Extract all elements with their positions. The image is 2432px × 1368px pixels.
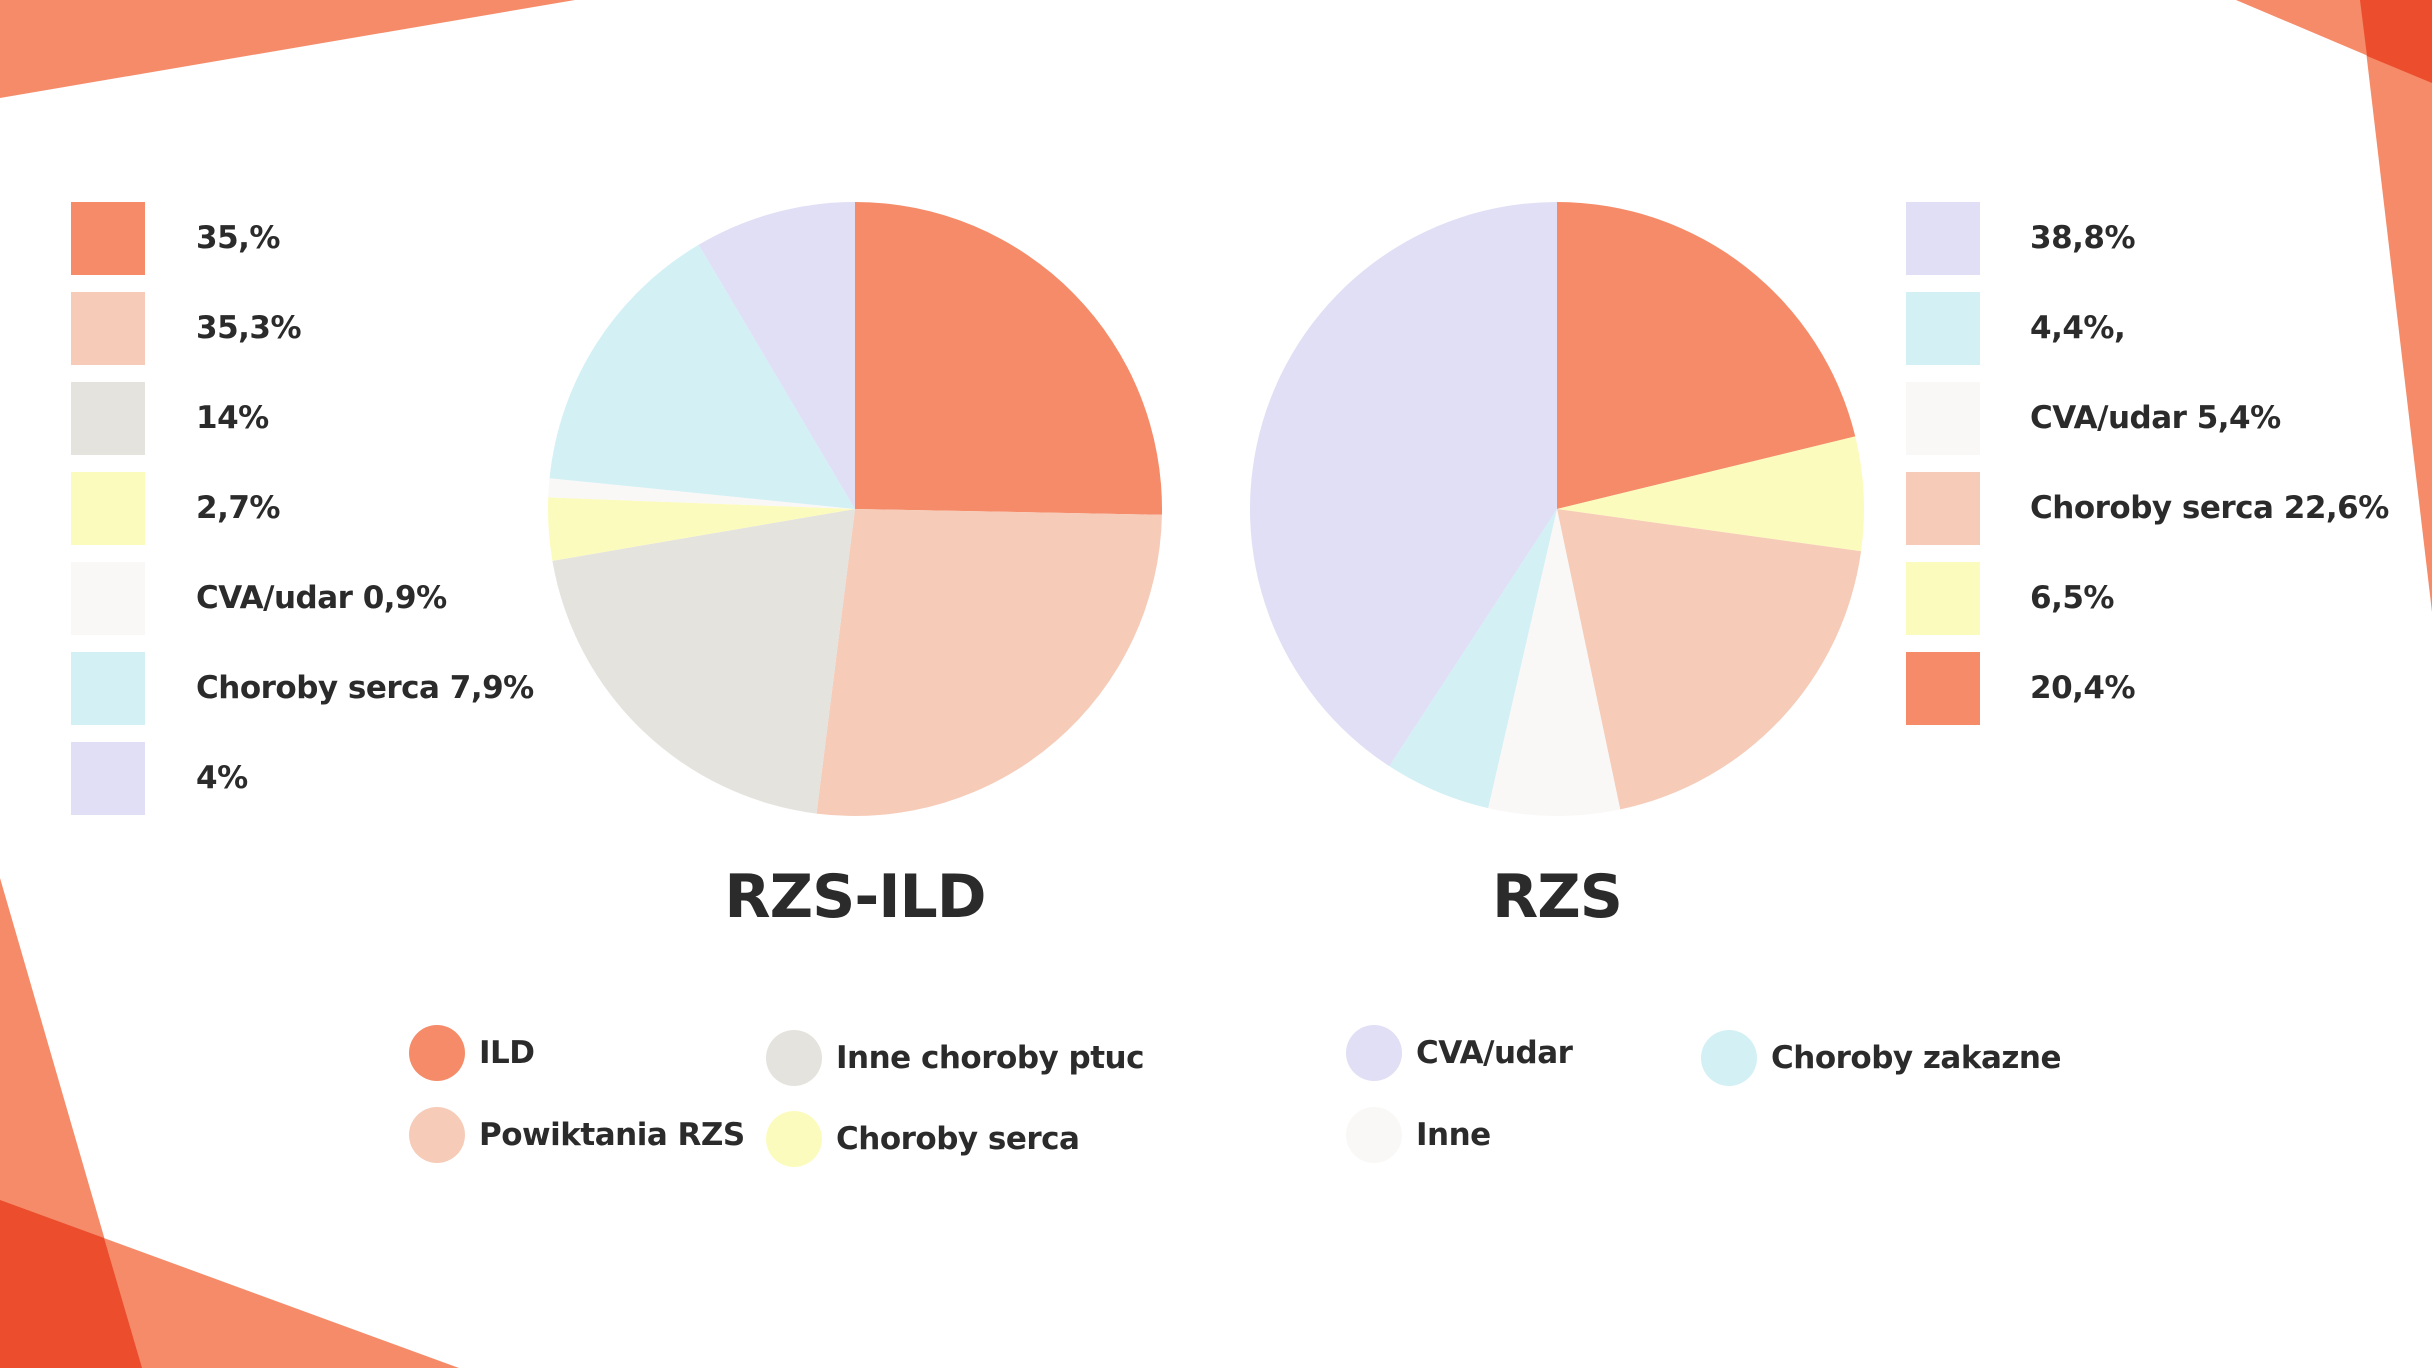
chart-title-rzs: RZS xyxy=(1492,862,1623,932)
legend-dot xyxy=(766,1030,822,1086)
legend-swatch xyxy=(71,652,145,725)
pie-slice xyxy=(548,497,855,561)
legend-label: Inne xyxy=(1416,1117,1491,1153)
pie-slice xyxy=(1557,436,1864,552)
legend-label: Choroby serca 7,9% xyxy=(196,670,534,706)
decor-top-right-overlap xyxy=(2360,0,2432,83)
decor-bottom-left-overlap xyxy=(0,1200,142,1368)
legend-swatch xyxy=(1906,652,1980,725)
legend-swatch xyxy=(71,382,145,455)
pie-slice xyxy=(1557,509,1862,810)
legend-label: 4% xyxy=(196,760,248,796)
legend-swatch xyxy=(1906,472,1980,545)
legend-label: Powiktania RZS xyxy=(479,1117,745,1153)
legend-swatch xyxy=(71,742,145,815)
pie-slice xyxy=(1389,509,1557,809)
legend-label: 2,7% xyxy=(196,490,280,526)
pie-slice xyxy=(698,202,855,509)
chart-title-rzs-ild: RZS-ILD xyxy=(724,862,986,932)
legend-label: CVA/udar 5,4% xyxy=(2030,400,2281,436)
legend-label: CVA/udar 0,9% xyxy=(196,580,447,616)
legend-swatch xyxy=(71,472,145,545)
legend-swatch xyxy=(1906,202,1980,275)
legend-label: 14% xyxy=(196,400,269,436)
legend-label: 35,% xyxy=(196,220,280,256)
decor-top-right-b xyxy=(2360,0,2432,612)
pie-slice xyxy=(549,244,855,509)
pie-rzs-ild xyxy=(548,202,1162,817)
legend-swatch xyxy=(1906,562,1980,635)
pie-slice xyxy=(552,509,855,814)
pie-rzs xyxy=(1250,202,1864,816)
pie-slice xyxy=(1557,202,1856,509)
pie-slice xyxy=(548,478,855,509)
legend-label: CVA/udar xyxy=(1416,1035,1573,1071)
legend-label: 38,8% xyxy=(2030,220,2136,256)
legend-swatch xyxy=(1906,292,1980,365)
legend-dot xyxy=(766,1111,822,1167)
legend-label: 20,4% xyxy=(2030,670,2136,706)
legend-label: 6,5% xyxy=(2030,580,2114,616)
pie-slice xyxy=(855,202,1162,515)
legend-dot xyxy=(409,1025,465,1081)
pie-slice xyxy=(1250,202,1557,767)
decor-top-left xyxy=(0,0,575,98)
pie-slice xyxy=(816,509,1162,817)
legend-label: Choroby serca xyxy=(836,1121,1080,1157)
legend-dot xyxy=(1346,1025,1402,1081)
pie-slice xyxy=(1488,509,1621,816)
legend-swatch xyxy=(71,562,145,635)
legend-swatch xyxy=(71,292,145,365)
legend-dot xyxy=(409,1107,465,1163)
legend-label: 35,3% xyxy=(196,310,302,346)
legend-swatch xyxy=(71,202,145,275)
legend-label: ILD xyxy=(479,1035,535,1071)
legend-label: Choroby zakazne xyxy=(1771,1040,2062,1076)
legend-label: 4,4%, xyxy=(2030,310,2126,346)
legend-label: Inne choroby ptuc xyxy=(836,1040,1144,1076)
legend-dot xyxy=(1701,1030,1757,1086)
legend-label: Choroby serca 22,6% xyxy=(2030,490,2389,526)
legend-swatch xyxy=(1906,382,1980,455)
legend-dot xyxy=(1346,1107,1402,1163)
